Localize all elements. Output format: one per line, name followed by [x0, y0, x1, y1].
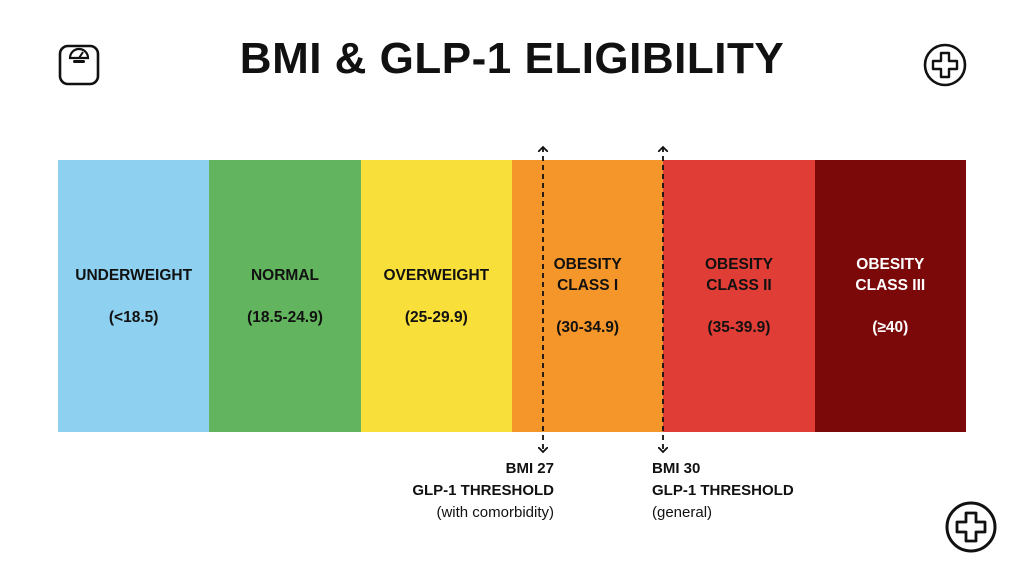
- medical-cross-icon: [923, 43, 967, 87]
- segment-name: NORMAL: [250, 266, 319, 284]
- segment-obesity-class-3: OBESITY CLASS III (≥40): [814, 160, 966, 432]
- bmi-category-bar: UNDERWEIGHT (<18.5) NORMAL (18.5-24.9) O…: [58, 160, 966, 432]
- threshold-label-bmi-30: BMI 30 GLP-1 THRESHOLD (general): [652, 458, 794, 524]
- segment-range: (18.5-24.9): [247, 308, 323, 326]
- segment-range: (30-34.9): [556, 319, 620, 336]
- segment-range: (35-39.9): [707, 319, 771, 336]
- segment-overweight: OVERWEIGHT (25-29.9): [360, 160, 512, 432]
- threshold-value: BMI 27: [505, 460, 554, 477]
- segment-obesity-class-1: OBESITY CLASS I (30-34.9): [511, 160, 664, 432]
- bathroom-scale-icon: [58, 44, 100, 86]
- threshold-title: GLP-1 THRESHOLD: [652, 482, 794, 499]
- threshold-value: BMI 30: [652, 460, 701, 477]
- segment-name: OBESITY CLASS III: [855, 256, 926, 294]
- segment-normal: NORMAL (18.5-24.9): [209, 160, 361, 432]
- segment-range: (25-29.9): [404, 308, 468, 326]
- segment-obesity-class-2: OBESITY CLASS II (35-39.9): [663, 160, 815, 432]
- page-title: BMI & GLP-1 ELIGIBILITY: [239, 34, 785, 83]
- segment-name: UNDERWEIGHT: [75, 266, 193, 284]
- segment-name: OVERWEIGHT: [383, 266, 490, 284]
- segment-name: OBESITY CLASS II: [704, 256, 773, 294]
- medical-cross-icon: [945, 501, 997, 553]
- threshold-note: (general): [652, 504, 713, 521]
- segment-range: (<18.5): [108, 308, 159, 326]
- segment-underweight: UNDERWEIGHT (<18.5): [58, 160, 210, 432]
- threshold-label-bmi-27: BMI 27 GLP-1 THRESHOLD (with comorbidity…: [412, 458, 554, 524]
- threshold-note: (with comorbidity): [436, 504, 554, 521]
- threshold-title: GLP-1 THRESHOLD: [412, 482, 554, 499]
- segment-range: (≥40): [872, 319, 909, 336]
- segment-name: OBESITY CLASS I: [553, 256, 622, 294]
